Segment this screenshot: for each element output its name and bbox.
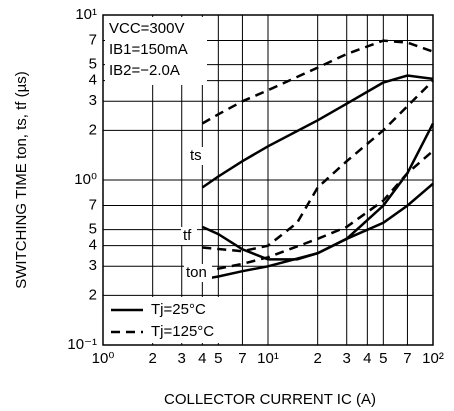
x-tick-label: 2: [148, 350, 156, 367]
x-axis-label: COLLECTOR CURRENT IC (A): [164, 391, 376, 408]
y-tick-label: 7: [89, 197, 97, 214]
y-tick-label: 7: [89, 32, 97, 49]
curve: [202, 149, 434, 273]
curve-label-bg: [184, 264, 212, 282]
x-tick-label: 4: [363, 350, 371, 367]
y-tick-label: 10⁰: [74, 171, 97, 188]
condition-text: IB2=−2.0A: [109, 62, 180, 79]
y-tick-label: 3: [89, 92, 97, 109]
curve-label: ton: [186, 264, 207, 281]
curve-label: tf: [183, 227, 192, 244]
x-tick-label: 3: [178, 350, 186, 367]
legend-box: [105, 297, 237, 343]
curve: [202, 182, 434, 281]
x-tick-label: 7: [403, 350, 411, 367]
legend-label: Tj=25°C: [151, 301, 206, 318]
x-tick-label: 5: [214, 350, 222, 367]
condition-text: VCC=300V: [109, 20, 184, 37]
x-tick-label: 5: [379, 350, 387, 367]
x-tick-label: 2: [313, 350, 321, 367]
curve-label-bg: [188, 147, 204, 165]
y-tick-label: 10⁻¹: [67, 336, 97, 353]
y-tick-label: 10¹: [75, 6, 97, 23]
curve-label-bg: [181, 227, 197, 245]
y-tick-label: 2: [89, 286, 97, 303]
x-tick-label: 3: [343, 350, 351, 367]
legend-label: Tj=125°C: [151, 323, 214, 340]
y-tick-label: 5: [89, 221, 97, 238]
y-tick-label: 3: [89, 257, 97, 274]
x-tick-label: 10⁰: [92, 350, 115, 367]
x-tick-label: 10²: [422, 350, 444, 367]
curve-label: ts: [190, 147, 202, 164]
plot-frame: [102, 14, 434, 346]
x-tick-label: 7: [238, 350, 246, 367]
curve: [202, 79, 434, 253]
y-tick-label: 4: [89, 237, 97, 254]
x-tick-label: 4: [198, 350, 206, 367]
y-axis-label: SWITCHING TIME ton, ts, tf (µs): [13, 71, 30, 289]
curve: [201, 39, 434, 125]
conditions-box: [105, 17, 207, 85]
y-tick-label: 4: [89, 72, 97, 89]
y-tick-label: 2: [89, 121, 97, 138]
curve: [201, 74, 434, 189]
y-tick-label: 5: [89, 56, 97, 73]
condition-text: IB1=150mA: [109, 41, 188, 58]
x-tick-label: 10¹: [257, 350, 279, 367]
